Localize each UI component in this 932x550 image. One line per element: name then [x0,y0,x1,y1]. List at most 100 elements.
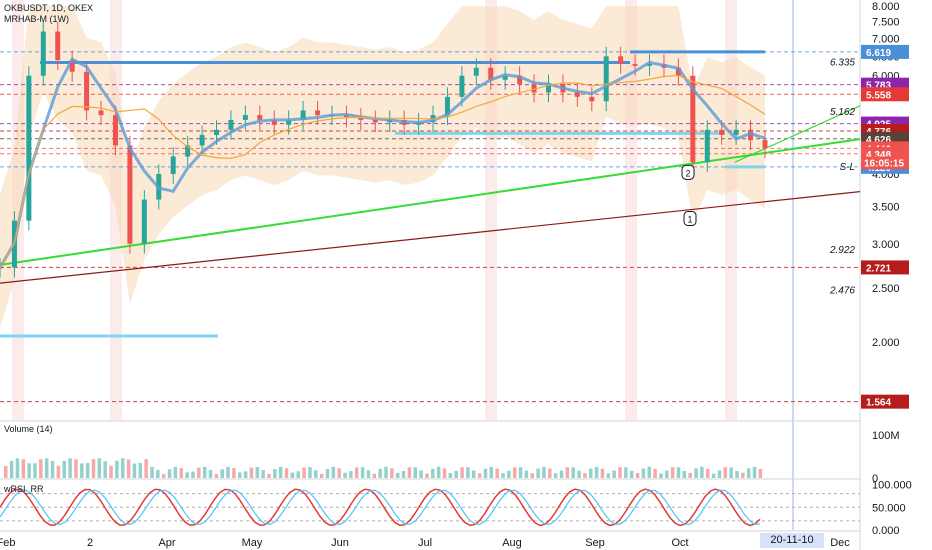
volume-bar [565,467,570,478]
volume-bar [735,471,739,478]
volume-bar [214,474,219,478]
volume-bar [548,468,552,478]
volume-bar [407,467,412,478]
osc-label: wRSI_RR [4,484,44,494]
time-tick-label: Oct [671,537,688,549]
volume-bar [571,467,575,478]
volume-bar [126,459,131,478]
volume-bar [553,473,558,478]
candle-body [473,67,479,76]
cloud-band [0,5,765,328]
volume-bar [21,459,26,478]
volume-bar [267,473,271,478]
price-pane[interactable]: 6.335 5.162 S-L 2.922 2.476 1 2 [0,5,861,403]
time-tick-label: Jun [331,537,349,549]
candle-body [343,115,349,118]
candle-body [704,129,710,163]
volume-bar [665,470,669,478]
fib-label: 2.922 [829,245,855,256]
volume-pane[interactable]: 0 100M [4,430,900,485]
fib-label: 5.162 [830,107,855,118]
volume-bar [115,460,119,478]
candle-body [618,56,624,64]
annotation-number: 2 [685,168,690,178]
volume-bar [700,466,704,478]
volume-bar [208,469,213,478]
candle-body [647,63,653,66]
price-tag [861,260,909,275]
candle-body [228,119,234,130]
volume-bar [308,467,312,478]
candle-body [242,115,248,120]
candle-body [286,119,292,125]
volume-bar [629,470,634,478]
volume-bar [524,470,529,478]
volume-bar [758,468,763,478]
volume-bar [618,467,622,478]
volume-bar [419,470,423,478]
volume-bar [103,461,107,478]
oscillator-pane[interactable]: 0.000 50.000 100.000 [0,480,912,537]
price-tick-label: 7.500 [872,17,900,29]
price-tag-label: 5.558 [866,90,891,101]
volume-bar [355,467,359,478]
volume-bar [249,467,254,478]
volume-label: Volume (14) [4,424,53,434]
volume-bar [33,463,37,478]
time-tick-label: May [242,537,263,549]
volume-bar [232,468,236,478]
volume-bar [97,458,102,478]
ma-slow [0,74,766,268]
indicator-title: MRHAB-M (1W) [4,14,69,24]
volume-bar [425,473,429,478]
volume-tick-label: 0 [872,473,878,485]
volume-bar [68,458,72,478]
volume-bar [694,468,698,478]
volume-bar [132,463,137,478]
volume-bar [442,468,447,478]
candle-body [112,115,118,146]
volume-bar [91,459,96,478]
volume-bar [577,470,581,478]
countdown-tag [861,156,909,170]
volume-bar [448,472,453,478]
volume-bar [9,460,14,478]
candle-body [574,92,580,97]
volume-bar [109,465,113,478]
volume-bar [179,468,183,478]
brown-trendline [0,191,861,284]
volume-bar [138,462,143,478]
volume-bar [706,468,710,478]
price-axis[interactable]: 2.0002.5003.0003.5004.0004.5005.0005.500… [861,1,909,409]
volume-bar [530,473,534,478]
volume-bar [659,473,663,478]
candle-body [488,67,494,80]
volume-bar [278,466,283,478]
candle-body [300,110,306,120]
time-axis[interactable]: Feb2AprMayJunJulAugSepOctNDec [0,537,850,549]
price-tick-label: 3.000 [872,239,900,251]
candle-body [459,75,465,97]
volume-bar [477,473,482,478]
candle-body [69,60,75,72]
price-tag-label: 5.783 [866,81,891,92]
candle-body [40,31,46,76]
volume-bar [635,472,640,478]
price-tick-label: 8.000 [872,1,900,13]
volume-bar [454,470,458,478]
candle-body [762,140,768,149]
volume-bar [507,470,511,478]
candle-body [719,129,725,135]
price-tick-label: 7.000 [872,33,900,45]
volume-bar [512,467,517,478]
volume-bar [717,470,722,478]
price-tag [861,87,909,102]
candle-body [141,199,147,244]
candle-body [675,67,681,76]
volume-bar [536,468,540,478]
volume-bar [62,460,66,478]
volume-bar [711,473,716,478]
price-tag-label: 2.721 [866,263,891,274]
volume-bar [372,473,377,478]
